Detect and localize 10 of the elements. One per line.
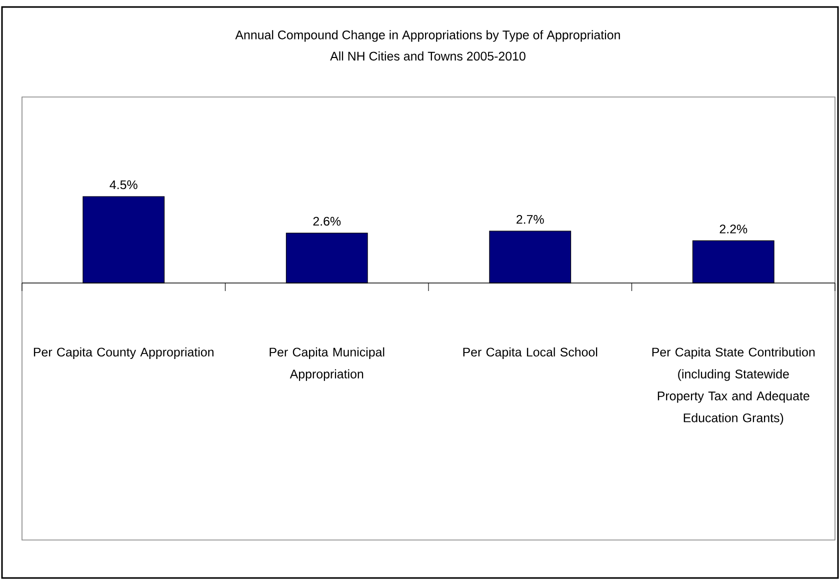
x-tick-label: Per Capita State Contribution (including Statewide Property Tax and Adequate Education Grants) <box>652 347 815 425</box>
data-label: 2.2% <box>720 224 748 234</box>
data-label: 2.6% <box>313 216 341 226</box>
data-label: 4.5% <box>110 180 138 190</box>
x-tick-label: Per Capita Local School <box>463 347 598 359</box>
chart-subtitle: All NH Cities and Towns 2005-2010 <box>330 51 526 61</box>
chart-title: Annual Compound Change in Appropriations by Type of Appropriation <box>235 30 620 42</box>
x-tick-label: Per Capita Municipal Appropriation <box>270 347 384 381</box>
data-label: 2.7% <box>516 214 544 224</box>
x-tick-label: Per Capita County Appropriation <box>34 347 214 359</box>
